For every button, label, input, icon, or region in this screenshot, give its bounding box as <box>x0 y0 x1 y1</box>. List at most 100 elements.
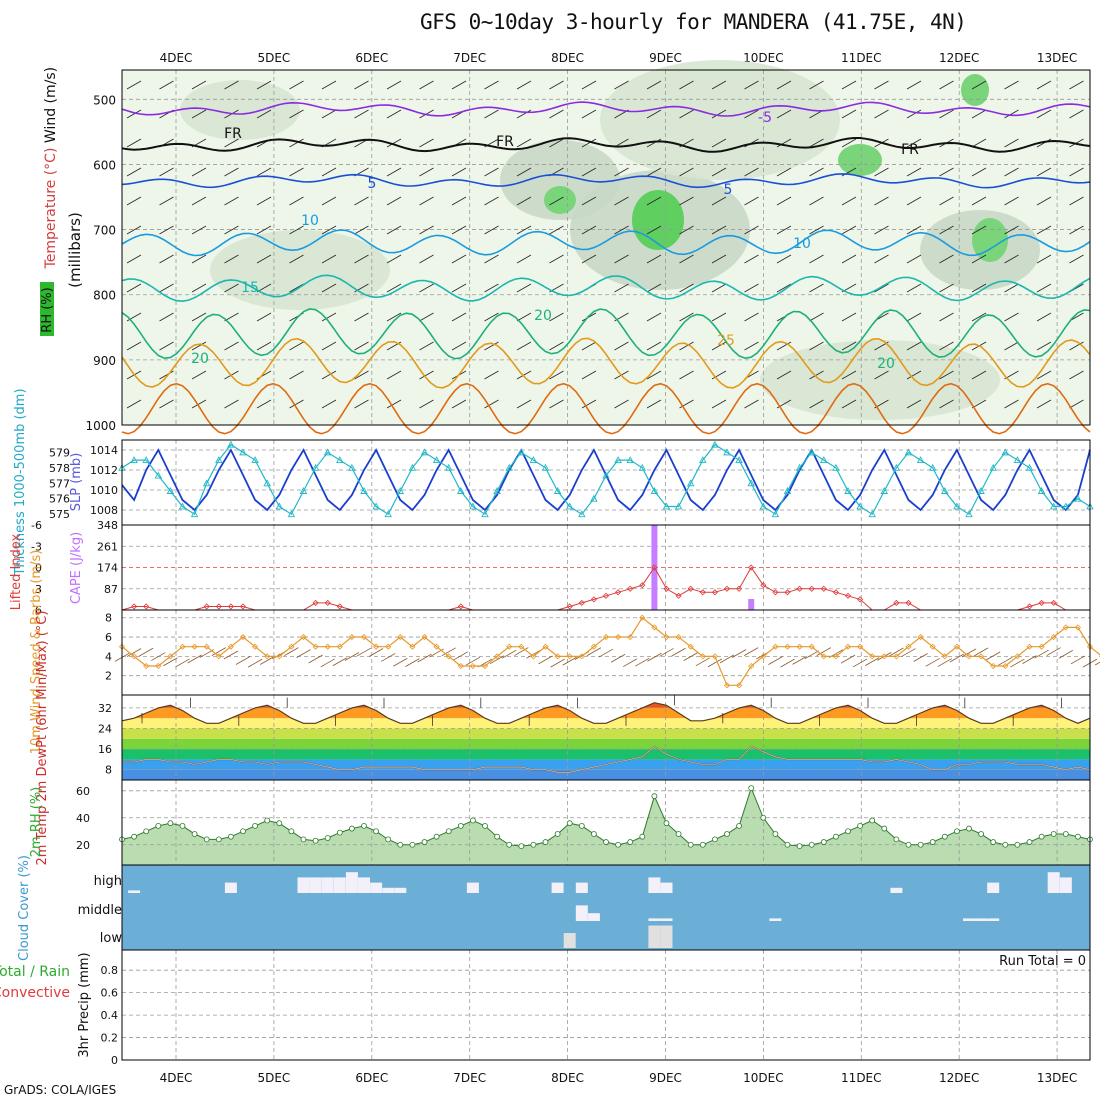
wind-barb <box>971 312 987 322</box>
cape-tick: 261 <box>97 540 118 553</box>
wind-speed-point <box>699 653 706 660</box>
date-label-top: 12DEC <box>939 51 979 65</box>
rh-shade <box>180 80 300 140</box>
rh2m-point <box>312 837 319 844</box>
wind-speed-point <box>288 643 295 650</box>
rh-shade <box>600 60 840 180</box>
lifted-index-point <box>699 589 706 596</box>
wind-barb <box>417 653 432 663</box>
wind-barb <box>516 80 532 90</box>
wind-speed-point <box>965 653 973 660</box>
thickness-point <box>1074 494 1082 502</box>
wind-barb <box>451 312 467 322</box>
wind-barb <box>1004 138 1019 148</box>
thickness-point <box>602 471 610 479</box>
thickness-point <box>505 463 513 471</box>
wind-barb <box>971 225 987 235</box>
wind-barb <box>159 225 174 235</box>
rh2m-tick: 20 <box>76 839 90 852</box>
wind-barb <box>451 225 467 235</box>
wind-speed-point <box>397 633 404 641</box>
thickness-point <box>384 510 392 518</box>
wind-barb <box>224 80 239 90</box>
date-label-bottom: 10DEC <box>743 1071 783 1085</box>
wind-barb <box>187 654 202 664</box>
wind-barb <box>939 80 954 90</box>
wind-speed-point <box>978 653 985 660</box>
wind-barb <box>289 109 304 119</box>
wind-barb <box>614 80 629 90</box>
wind-barb <box>419 370 434 380</box>
wind-barb <box>308 654 323 664</box>
thickness-point <box>202 479 211 487</box>
lifted-index-point <box>639 582 646 589</box>
lifted-index-point <box>578 599 585 606</box>
axis-label-temp2m: 2m Temp 2m DewPt (6hr Min/Max) (°C) <box>35 611 50 866</box>
wind-barb <box>841 109 857 119</box>
wind-speed-point <box>494 653 501 660</box>
wind-speed-point <box>554 653 561 660</box>
wind-barb <box>679 196 694 206</box>
rh-shade <box>760 340 1000 420</box>
wind-speed-point <box>881 653 888 660</box>
rh2m-point <box>724 831 730 837</box>
temperature-isotherm <box>121 101 1091 117</box>
wind-barb <box>1058 650 1073 659</box>
wind-barb <box>1036 283 1052 293</box>
thickness-point <box>832 463 840 471</box>
rh2m-point <box>1062 831 1069 837</box>
isotherm-label: 5 <box>368 176 377 192</box>
wind-barb <box>1069 196 1084 206</box>
lifted-index-point <box>651 564 658 571</box>
panel-wind10m <box>114 609 1100 696</box>
thickness-point <box>650 487 659 494</box>
wind-barb <box>841 138 857 148</box>
wind-barb <box>679 370 694 380</box>
thickness-point <box>880 487 889 494</box>
wind-barb <box>484 399 499 409</box>
wind-barb <box>354 399 369 409</box>
wind-speed-point <box>324 643 331 650</box>
rh2m-point <box>469 817 476 824</box>
rh2m-point <box>155 822 162 829</box>
thickness-point <box>323 448 332 456</box>
rh-shade <box>210 230 390 310</box>
slp-tick: 1010 <box>90 484 118 497</box>
rh2m-point <box>361 822 367 829</box>
wind-barb <box>484 196 499 206</box>
wind-speed-point <box>179 643 186 650</box>
wind-barb <box>906 109 922 119</box>
slp-tick: 1008 <box>90 504 118 517</box>
lifted-index-point <box>723 585 731 592</box>
wind-barb <box>581 109 597 119</box>
wind-barb <box>126 138 142 148</box>
wind-barb <box>683 652 698 661</box>
wind-barb <box>809 138 824 148</box>
thickness-point <box>1037 487 1046 494</box>
axis-label-lifted-index: Lifted Index <box>9 533 24 610</box>
wind-barb <box>451 399 467 409</box>
lifted-index-point <box>615 589 622 596</box>
panel-cloud-cover <box>121 864 1091 951</box>
wind-barb <box>939 370 954 380</box>
wind-barb <box>549 312 564 322</box>
wind-barb <box>356 647 372 657</box>
cloud-high-bar <box>358 877 370 893</box>
wind-barb <box>809 312 824 322</box>
wind-speed-point <box>929 643 936 650</box>
wind-barb <box>405 658 420 667</box>
wind-barb <box>354 80 369 90</box>
wind-barb <box>549 80 564 90</box>
thickness-point <box>372 502 380 510</box>
thickness-point <box>517 448 526 456</box>
isotherm-label: 20 <box>877 356 895 372</box>
lifted-index-point <box>784 589 791 596</box>
rh2m-point <box>845 828 851 835</box>
wind-barb <box>549 138 564 148</box>
wind-barb <box>191 225 207 235</box>
wind-barb <box>906 225 922 235</box>
rh2m-point <box>917 841 924 848</box>
rh2m-point <box>1026 839 1033 845</box>
wind-barb <box>646 341 662 351</box>
wind-barb <box>937 658 952 667</box>
